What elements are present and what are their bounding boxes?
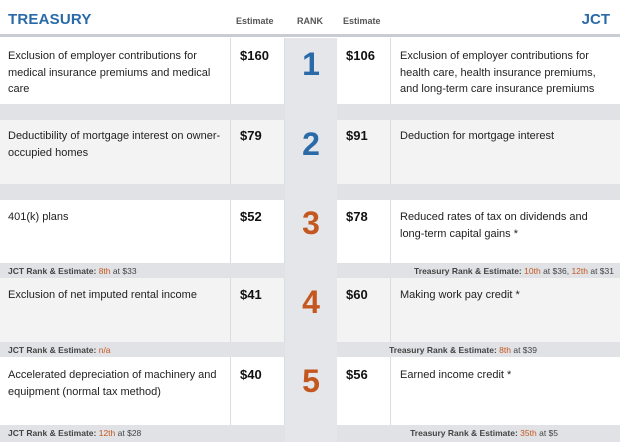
note-label: JCT Rank & Estimate: (8, 345, 97, 355)
treasury-desc-cell (0, 38, 231, 104)
row-gap (0, 104, 285, 120)
note-rank: 12th (98, 428, 116, 438)
note-rank: 10th (524, 266, 541, 276)
header-bar (0, 0, 620, 37)
note-label: JCT Rank & Estimate: (8, 266, 97, 276)
treasury-item-desc: Deductibility of mortgage interest on ow… (8, 130, 221, 159)
treasury-title: TREASURY (8, 11, 92, 28)
jct-est-cell (337, 120, 391, 184)
jct-item-desc: Making work pay credit * (400, 289, 520, 301)
note-bar (0, 342, 285, 357)
jct-rank-note: JCT Rank & Estimate: n/a (8, 345, 111, 355)
treasury-desc-cell (0, 357, 231, 425)
note-rank: 35th (520, 428, 537, 438)
jct-item-desc: Earned income credit * (400, 369, 512, 381)
treasury-item-desc: Exclusion of employer contributions for … (8, 50, 211, 95)
treasury-rank-note: Treasury Rank & Estimate: 35th at $5 (410, 428, 558, 438)
estimate-header-right: Estimate (343, 16, 381, 26)
jct-desc-cell (391, 120, 620, 184)
jct-desc-cell (391, 278, 620, 342)
jct-est-cell (337, 357, 391, 425)
note-bar (0, 263, 285, 278)
treasury-item-desc: Accelerated depreciation of machinery an… (8, 369, 217, 398)
jct-estimate: $78 (346, 209, 368, 224)
jct-estimate: $106 (346, 48, 375, 63)
treasury-desc-cell (0, 120, 231, 184)
treasury-desc-cell (0, 200, 231, 263)
treasury-rank-note: Treasury Rank & Estimate: 8th at $39 (389, 345, 537, 355)
treasury-rank-note: Treasury Rank & Estimate: 10th at $36, 1… (414, 266, 614, 276)
treasury-est-cell (231, 200, 285, 263)
jct-estimate: $91 (346, 128, 368, 143)
note-value: at $39 (513, 345, 537, 355)
rank-number: 3 (302, 205, 320, 241)
note-value: at $36, (543, 266, 570, 276)
rank-number: 2 (302, 126, 320, 162)
row-gap (0, 184, 285, 200)
treasury-estimate: $160 (240, 48, 269, 63)
jct-desc-cell (391, 200, 620, 263)
note-bar (337, 425, 620, 442)
rank-column (285, 38, 337, 442)
jct-item-desc: Reduced rates of tax on dividends and lo… (400, 211, 588, 240)
note-label: Treasury Rank & Estimate: (414, 266, 522, 276)
treasury-estimate: $52 (240, 209, 262, 224)
note-rank: 8th (98, 266, 111, 276)
treasury-estimate: $40 (240, 367, 262, 382)
jct-est-cell (337, 200, 391, 263)
note-rank: 8th (499, 345, 511, 355)
row-gap (337, 184, 620, 200)
note-rank-2: 12th (571, 266, 588, 276)
note-bar (0, 425, 285, 442)
jct-title: JCT (581, 11, 610, 28)
note-value-2: at $31 (590, 266, 614, 276)
note-label: Treasury Rank & Estimate: (410, 428, 518, 438)
treasury-est-cell (231, 38, 285, 104)
jct-desc-cell (391, 38, 620, 104)
treasury-estimate: $41 (240, 287, 262, 302)
note-value: at $33 (112, 266, 137, 276)
jct-est-cell (337, 278, 391, 342)
treasury-item-desc: 401(k) plans (8, 211, 69, 223)
note-bar (337, 263, 620, 278)
note-label: Treasury Rank & Estimate: (389, 345, 497, 355)
note-label: JCT Rank & Estimate: (8, 428, 97, 438)
rank-number: 1 (302, 46, 320, 82)
estimate-header-left: Estimate (236, 16, 274, 26)
treasury-desc-cell (0, 278, 231, 342)
jct-item-desc: Deduction for mortgage interest (400, 130, 555, 142)
jct-desc-cell (391, 357, 620, 425)
treasury-est-cell (231, 120, 285, 184)
rank-header: RANK (297, 16, 323, 26)
jct-item-desc: Exclusion of employer contributions for … (400, 50, 596, 95)
jct-estimate: $60 (346, 287, 368, 302)
row-gap (337, 104, 620, 120)
note-rank: n/a (98, 345, 111, 355)
jct-est-cell (337, 38, 391, 104)
treasury-item-desc: Exclusion of net imputed rental income (8, 289, 197, 301)
note-value: at $28 (117, 428, 142, 438)
rank-number: 5 (302, 363, 320, 399)
rank-number: 4 (302, 284, 320, 320)
jct-estimate: $56 (346, 367, 368, 382)
treasury-est-cell (231, 357, 285, 425)
note-value: at $5 (539, 428, 558, 438)
jct-rank-note: JCT Rank & Estimate: 12th at $28 (8, 428, 141, 438)
note-bar (337, 342, 620, 357)
treasury-est-cell (231, 278, 285, 342)
jct-rank-note: JCT Rank & Estimate: 8th at $33 (8, 266, 137, 276)
treasury-estimate: $79 (240, 128, 262, 143)
